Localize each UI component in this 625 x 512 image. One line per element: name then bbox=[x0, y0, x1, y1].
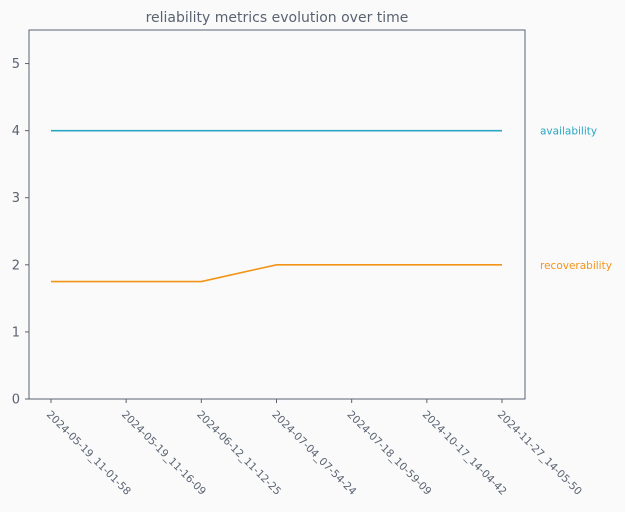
x-tick-label: 2024-07-04_07-54-24 bbox=[269, 409, 358, 498]
x-axis: 2024-05-19_11-01-582024-05-19_11-16-0920… bbox=[44, 399, 584, 498]
chart-title: reliability metrics evolution over time bbox=[146, 10, 409, 26]
plot-area-frame bbox=[28, 29, 526, 400]
x-tick-label: 2024-11-27_14-05-50 bbox=[495, 409, 584, 498]
x-tick-label: 2024-05-19_11-16-09 bbox=[119, 409, 208, 498]
series-line-recoverability bbox=[51, 264, 502, 283]
series-labels: availability recoverability bbox=[540, 126, 612, 272]
x-tick-label: 2024-05-19_11-01-58 bbox=[44, 409, 133, 498]
series-label-recoverability: recoverability bbox=[540, 260, 612, 272]
series-label-availability: availability bbox=[540, 126, 597, 138]
y-tick-label: 5 bbox=[12, 57, 20, 72]
y-axis: 0 1 2 3 4 5 bbox=[12, 57, 29, 408]
y-tick-label: 4 bbox=[12, 124, 20, 139]
y-tick-label: 0 bbox=[12, 393, 20, 408]
y-tick-label: 1 bbox=[12, 325, 20, 340]
series-layer bbox=[51, 129, 502, 283]
x-tick-label: 2024-06-12_11-12-25 bbox=[194, 409, 283, 498]
y-tick-label: 3 bbox=[12, 191, 20, 206]
x-tick-label: 2024-10-17_14-04-42 bbox=[420, 409, 509, 498]
x-tick-label: 2024-07-18_10-59-09 bbox=[345, 409, 434, 498]
y-tick-label: 2 bbox=[12, 258, 20, 273]
